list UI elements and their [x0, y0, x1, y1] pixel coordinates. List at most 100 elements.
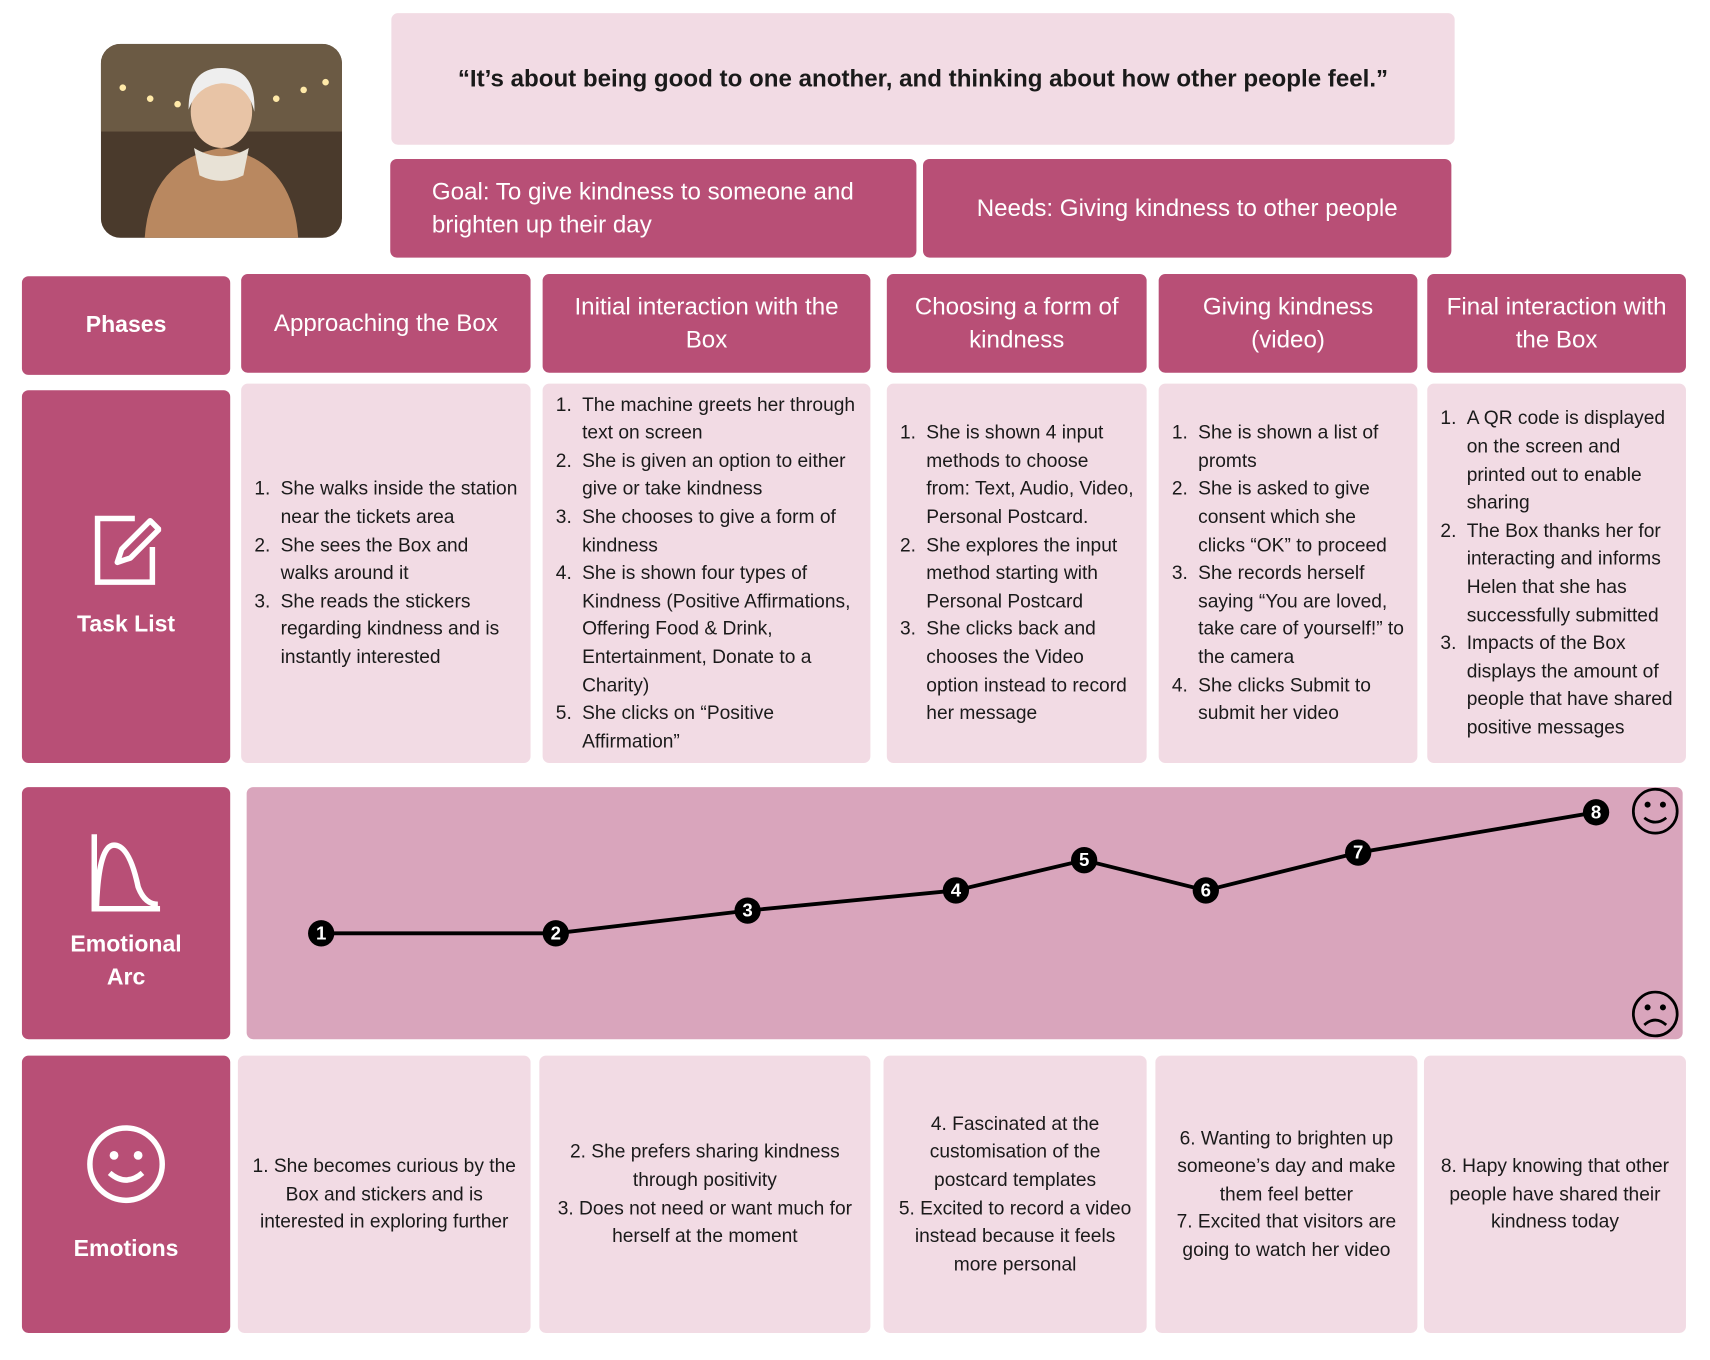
task-item: 1. A QR code is displayed on the screen a…	[1440, 405, 1675, 517]
emotion-text: 5. Excited to record a video instead bec…	[898, 1196, 1132, 1275]
task-item: 5. She clicks on “Positive Affirmation”	[556, 700, 860, 756]
task-item: 3. Impacts of the Box displays the amount…	[1440, 629, 1675, 741]
task-text: The machine greets her through text on s…	[582, 393, 856, 444]
task-item: 4. She clicks Submit to submit her video	[1172, 672, 1407, 728]
task-number: 3.	[254, 589, 271, 612]
task-list: 1. She is shown 4 input methods to choose…	[900, 419, 1136, 728]
task-item: 2. She sees the Box and walks around it	[254, 531, 519, 587]
arc-point	[1070, 847, 1098, 874]
persona-photo	[100, 43, 343, 238]
task-text: She is shown a list of promts	[1198, 421, 1379, 472]
task-item: 1. The machine greets her through text on…	[556, 391, 860, 447]
task-text: The Box thanks her for interacting and i…	[1466, 519, 1661, 626]
arc-point-label: 5	[1079, 849, 1089, 870]
emotion-box: 4. Fascinated at the customisation of th…	[883, 1055, 1147, 1333]
task-box: 1. A QR code is displayed on the screen a…	[1427, 383, 1686, 763]
task-number: 2.	[1171, 477, 1188, 500]
task-number: 1.	[1171, 421, 1188, 444]
row-header: Emotional Arc	[21, 787, 231, 1040]
arc-point-label: 6	[1201, 879, 1211, 900]
emotion-text: 4. Fascinated at the customisation of th…	[929, 1112, 1101, 1191]
emotion-box: 8. Hapy knowing that other people have s…	[1423, 1055, 1686, 1333]
row-header-text: Emotional Arc	[70, 931, 182, 990]
task-text: She is shown 4 input methods to choose f…	[926, 421, 1134, 528]
task-item: 3. She clicks back and chooses the Video …	[900, 615, 1136, 727]
task-text: She is asked to give consent which she c…	[1198, 477, 1387, 556]
task-item: 2. The Box thanks her for interacting and…	[1440, 517, 1675, 629]
task-text: She sees the Box and walks around it	[280, 533, 469, 584]
arc-point	[542, 920, 569, 947]
arc-point-label: 4	[951, 879, 962, 900]
arc-point	[1345, 839, 1372, 866]
phase-header: Final interaction with the Box	[1427, 274, 1686, 373]
task-number: 3.	[1440, 631, 1457, 654]
quote: “It’s about being good to one another, a…	[391, 13, 1455, 145]
emotion-text: 8. Hapy knowing that other people have s…	[1440, 1154, 1670, 1233]
emotion-text: 7. Excited that visitors are going to wa…	[1176, 1210, 1397, 1261]
task-icon	[94, 515, 162, 585]
row-header-text: Phases	[85, 312, 167, 338]
row-header: Phases	[21, 276, 231, 375]
phase-header: Approaching the Box	[241, 274, 531, 373]
arc-point	[942, 877, 970, 904]
emotion-box: 1. She becomes curious by the Box and st…	[237, 1055, 531, 1333]
task-number: 1.	[254, 477, 271, 500]
task-list: 1. A QR code is displayed on the screen a…	[1440, 405, 1675, 742]
task-box: 1. She is shown a list of promts 2. She is …	[1158, 383, 1418, 763]
needs: Needs: Giving kindness to other people	[923, 158, 1452, 258]
task-number: 2.	[899, 533, 916, 556]
arc-point-label: 1	[316, 922, 326, 943]
task-item: 2. She explores the input method starting…	[900, 531, 1136, 615]
task-list: 1. She walks inside the station near the …	[254, 475, 519, 671]
arc-point-label: 2	[551, 922, 561, 943]
task-text: She chooses to give a form of kindness	[582, 505, 836, 556]
task-number: 1.	[1440, 407, 1457, 430]
phase-header: Initial interaction with the Box	[542, 274, 871, 373]
goal: Goal: To give kindness to someone and br…	[390, 158, 917, 258]
task-item: 3. She chooses to give a form of kindness	[556, 503, 860, 559]
task-item: 1. She walks inside the station near the …	[254, 475, 519, 531]
emotion-box: 2. She prefers sharing kindness through …	[539, 1055, 871, 1333]
task-number: 2.	[555, 449, 572, 472]
row-header-text: Emotions	[73, 1235, 179, 1262]
arc-point	[1582, 799, 1610, 826]
task-text: She clicks Submit to submit her video	[1198, 673, 1371, 724]
task-text: She is shown four types of Kindness (Pos…	[582, 561, 851, 696]
row-header: Emotions	[21, 1055, 231, 1333]
smiley-icon	[87, 1124, 165, 1203]
task-box: 1. The machine greets her through text on…	[542, 383, 871, 763]
task-text: She records herself saying “You are love…	[1198, 561, 1404, 668]
arc-icon	[91, 834, 161, 912]
task-number: 3.	[555, 505, 572, 528]
task-item: 3. She reads the stickers regarding kindn…	[254, 587, 519, 671]
arc-point-label: 7	[1353, 842, 1363, 863]
task-item: 2. She is asked to give consent which she…	[1172, 475, 1407, 559]
emotion-text: 3. Does not need or want much for hersel…	[557, 1196, 853, 1247]
emotion-text: 2. She prefers sharing kindness through …	[569, 1140, 840, 1191]
task-number: 2.	[254, 533, 271, 556]
arc-panel	[246, 787, 1683, 1040]
emotion-text: 6. Wanting to brighten up someone’s day …	[1177, 1126, 1396, 1205]
task-item: 1. She is shown 4 input methods to choose…	[900, 419, 1136, 531]
arc-point-label: 8	[1591, 801, 1601, 822]
task-item: 2. She is given an option to either give …	[556, 447, 860, 503]
phase-header: Giving kindness (video)	[1158, 274, 1418, 373]
task-box: 1. She is shown 4 input methods to choose…	[886, 383, 1147, 763]
arc-point	[734, 897, 761, 924]
task-text: She is given an option to either give or…	[582, 449, 846, 500]
emotion-box: 6. Wanting to brighten up someone’s day …	[1155, 1055, 1418, 1333]
task-box: 1. She walks inside the station near the …	[241, 383, 531, 763]
task-text: She clicks back and chooses the Video op…	[926, 617, 1127, 724]
emotion-text: 1. She becomes curious by the Box and st…	[252, 1154, 516, 1233]
task-list: 1. The machine greets her through text on…	[556, 391, 860, 756]
task-number: 1.	[899, 421, 916, 444]
task-number: 3.	[1171, 561, 1188, 584]
task-number: 4.	[1171, 673, 1188, 696]
face-icons	[1631, 787, 1679, 1038]
task-text: She walks inside the station near the ti…	[280, 477, 518, 528]
row-header: Task List	[21, 390, 231, 763]
task-list: 1. She is shown a list of promts 2. She is …	[1172, 419, 1407, 728]
task-text: She reads the stickers regarding kindnes…	[280, 589, 500, 668]
